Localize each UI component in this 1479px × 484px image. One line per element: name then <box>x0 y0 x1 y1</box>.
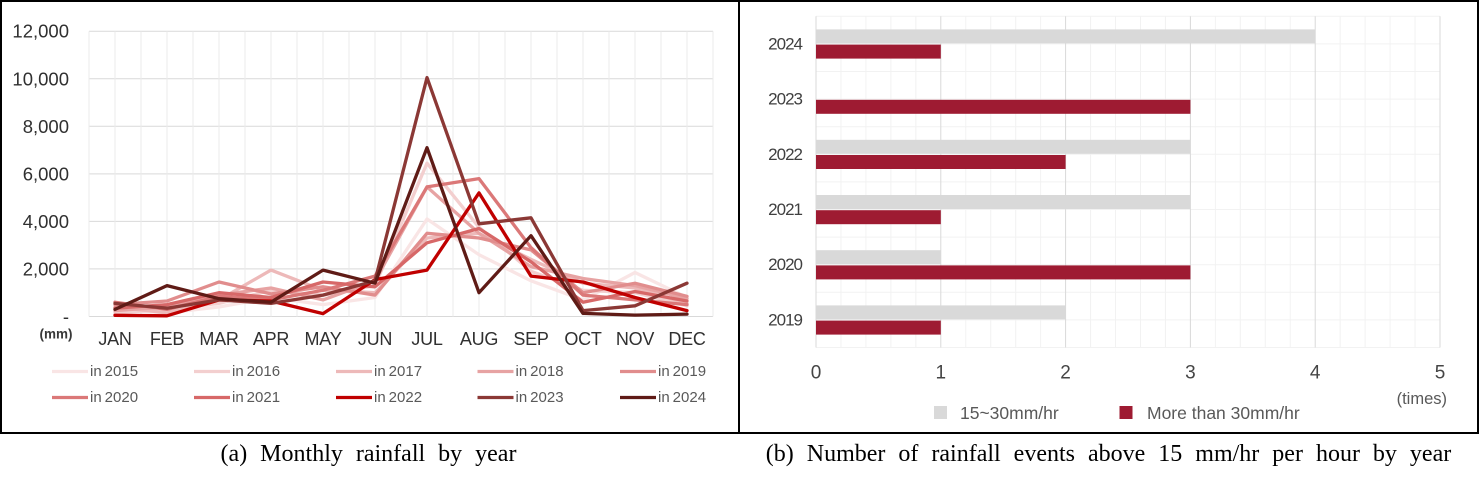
svg-text:5: 5 <box>1435 363 1446 384</box>
svg-text:(a) Monthly rainfall by year: (a) Monthly rainfall by year <box>221 441 517 467</box>
svg-text:in 2017: in 2017 <box>374 363 422 380</box>
svg-text:-: - <box>63 306 69 327</box>
svg-text:in 2015: in 2015 <box>90 363 138 380</box>
svg-text:10,000: 10,000 <box>12 68 69 89</box>
svg-text:in 2018: in 2018 <box>516 363 564 380</box>
svg-text:1: 1 <box>936 363 947 384</box>
svg-text:12,000: 12,000 <box>12 21 69 42</box>
svg-text:2024: 2024 <box>768 34 802 53</box>
svg-text:AUG: AUG <box>460 329 498 349</box>
svg-text:in 2020: in 2020 <box>90 389 138 406</box>
svg-text:6,000: 6,000 <box>23 163 69 184</box>
svg-text:(mm): (mm) <box>40 327 73 342</box>
svg-text:NOV: NOV <box>616 329 655 349</box>
svg-text:DEC: DEC <box>668 329 706 349</box>
svg-text:JUL: JUL <box>411 329 442 349</box>
svg-text:FEB: FEB <box>150 329 185 349</box>
svg-text:in 2022: in 2022 <box>374 389 422 406</box>
svg-text:OCT: OCT <box>564 329 602 349</box>
svg-text:in 2023: in 2023 <box>516 389 564 406</box>
svg-text:3: 3 <box>1185 363 1196 384</box>
svg-text:MAY: MAY <box>305 329 342 349</box>
svg-text:in 2019: in 2019 <box>658 363 706 380</box>
svg-text:SEP: SEP <box>513 329 549 349</box>
svg-text:JUN: JUN <box>358 329 392 349</box>
svg-text:in 2024: in 2024 <box>658 389 706 406</box>
svg-text:15~30mm/hr: 15~30mm/hr <box>960 403 1059 423</box>
svg-text:in 2016: in 2016 <box>232 363 280 380</box>
svg-text:More than 30mm/hr: More than 30mm/hr <box>1147 403 1300 423</box>
svg-text:APR: APR <box>253 329 290 349</box>
svg-text:2021: 2021 <box>768 200 802 219</box>
svg-text:JAN: JAN <box>98 329 131 349</box>
svg-text:(times): (times) <box>1397 390 1447 408</box>
svg-text:2019: 2019 <box>768 310 802 329</box>
svg-text:2020: 2020 <box>768 255 802 274</box>
svg-text:(b) Number of rainfall events: (b) Number of rainfall events above 15 m… <box>766 441 1451 467</box>
svg-text:4: 4 <box>1310 363 1321 384</box>
svg-text:MAR: MAR <box>199 329 239 349</box>
svg-text:2,000: 2,000 <box>23 258 69 279</box>
svg-text:2022: 2022 <box>768 145 802 164</box>
svg-text:8,000: 8,000 <box>23 116 69 137</box>
svg-text:2: 2 <box>1060 363 1071 384</box>
svg-text:0: 0 <box>811 363 822 384</box>
svg-text:4,000: 4,000 <box>23 211 69 232</box>
svg-text:2023: 2023 <box>768 90 802 109</box>
svg-text:in 2021: in 2021 <box>232 389 280 406</box>
